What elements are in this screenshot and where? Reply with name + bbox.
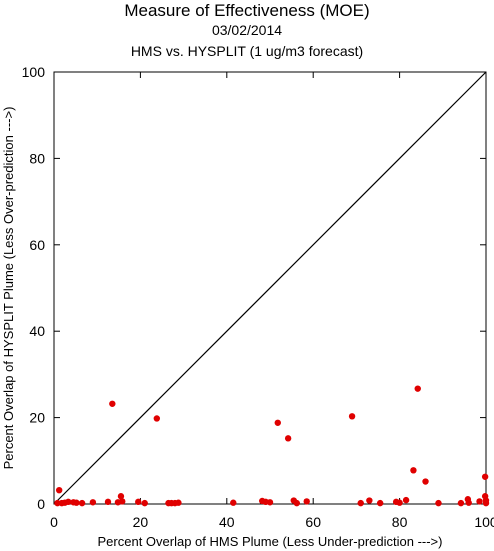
data-point [135, 498, 142, 506]
x-tick-label: 0 [50, 514, 58, 530]
data-point [73, 499, 80, 506]
y-tick-label: 60 [29, 237, 45, 253]
x-axis-ticks: 0 20 40 60 80 100 [50, 72, 494, 530]
data-point [104, 498, 112, 506]
data-point [65, 498, 72, 506]
x-tick-label: 60 [305, 514, 321, 530]
data-point [465, 499, 472, 506]
data-point [476, 498, 483, 505]
data-point [153, 415, 161, 422]
x-axis-label: Percent Overlap of HMS Plume (Less Under… [98, 534, 443, 549]
x-tick-label: 40 [219, 514, 235, 530]
one-to-one-reference-line [53, 71, 487, 505]
data-point [357, 499, 364, 507]
data-point [402, 496, 410, 504]
data-point [457, 499, 465, 507]
chart-title: Measure of Effectiveness (MOE) [124, 1, 369, 20]
y-tick-label: 80 [29, 150, 45, 166]
y-tick-label: 0 [37, 496, 45, 512]
x-tick-label: 20 [133, 514, 149, 530]
data-point [119, 498, 126, 505]
y-tick-label: 100 [22, 64, 46, 80]
data-point [410, 467, 417, 474]
data-point [414, 385, 421, 392]
data-point [303, 498, 310, 505]
data-point [266, 499, 274, 506]
data-point [422, 478, 429, 485]
x-tick-label: 100 [474, 514, 494, 530]
data-point [175, 499, 182, 506]
chart-date: 03/02/2014 [212, 22, 282, 38]
data-point [109, 400, 116, 407]
data-point [78, 499, 86, 507]
data-point [284, 435, 292, 442]
data-point [55, 486, 63, 494]
data-point [230, 499, 237, 506]
data-point [348, 413, 356, 420]
data-point [366, 497, 373, 504]
data-point [435, 499, 442, 507]
y-tick-label: 40 [29, 323, 45, 339]
data-point [293, 499, 300, 507]
data-point [141, 499, 148, 507]
data-point [117, 493, 125, 500]
data-point [482, 499, 490, 507]
data-point [89, 499, 97, 506]
y-axis-label: Percent Overlap of HYSPLIT Plume (Less O… [1, 107, 16, 470]
data-point [274, 419, 281, 426]
chart-description: HMS vs. HYSPLIT (1 ug/m3 forecast) [131, 43, 363, 59]
data-point [396, 499, 403, 506]
data-points [54, 385, 490, 507]
y-tick-label: 20 [29, 410, 45, 426]
x-tick-label: 80 [392, 514, 408, 530]
data-point [376, 499, 384, 507]
data-point [481, 473, 489, 480]
y-axis-ticks: 0 20 40 60 80 100 [22, 64, 486, 512]
